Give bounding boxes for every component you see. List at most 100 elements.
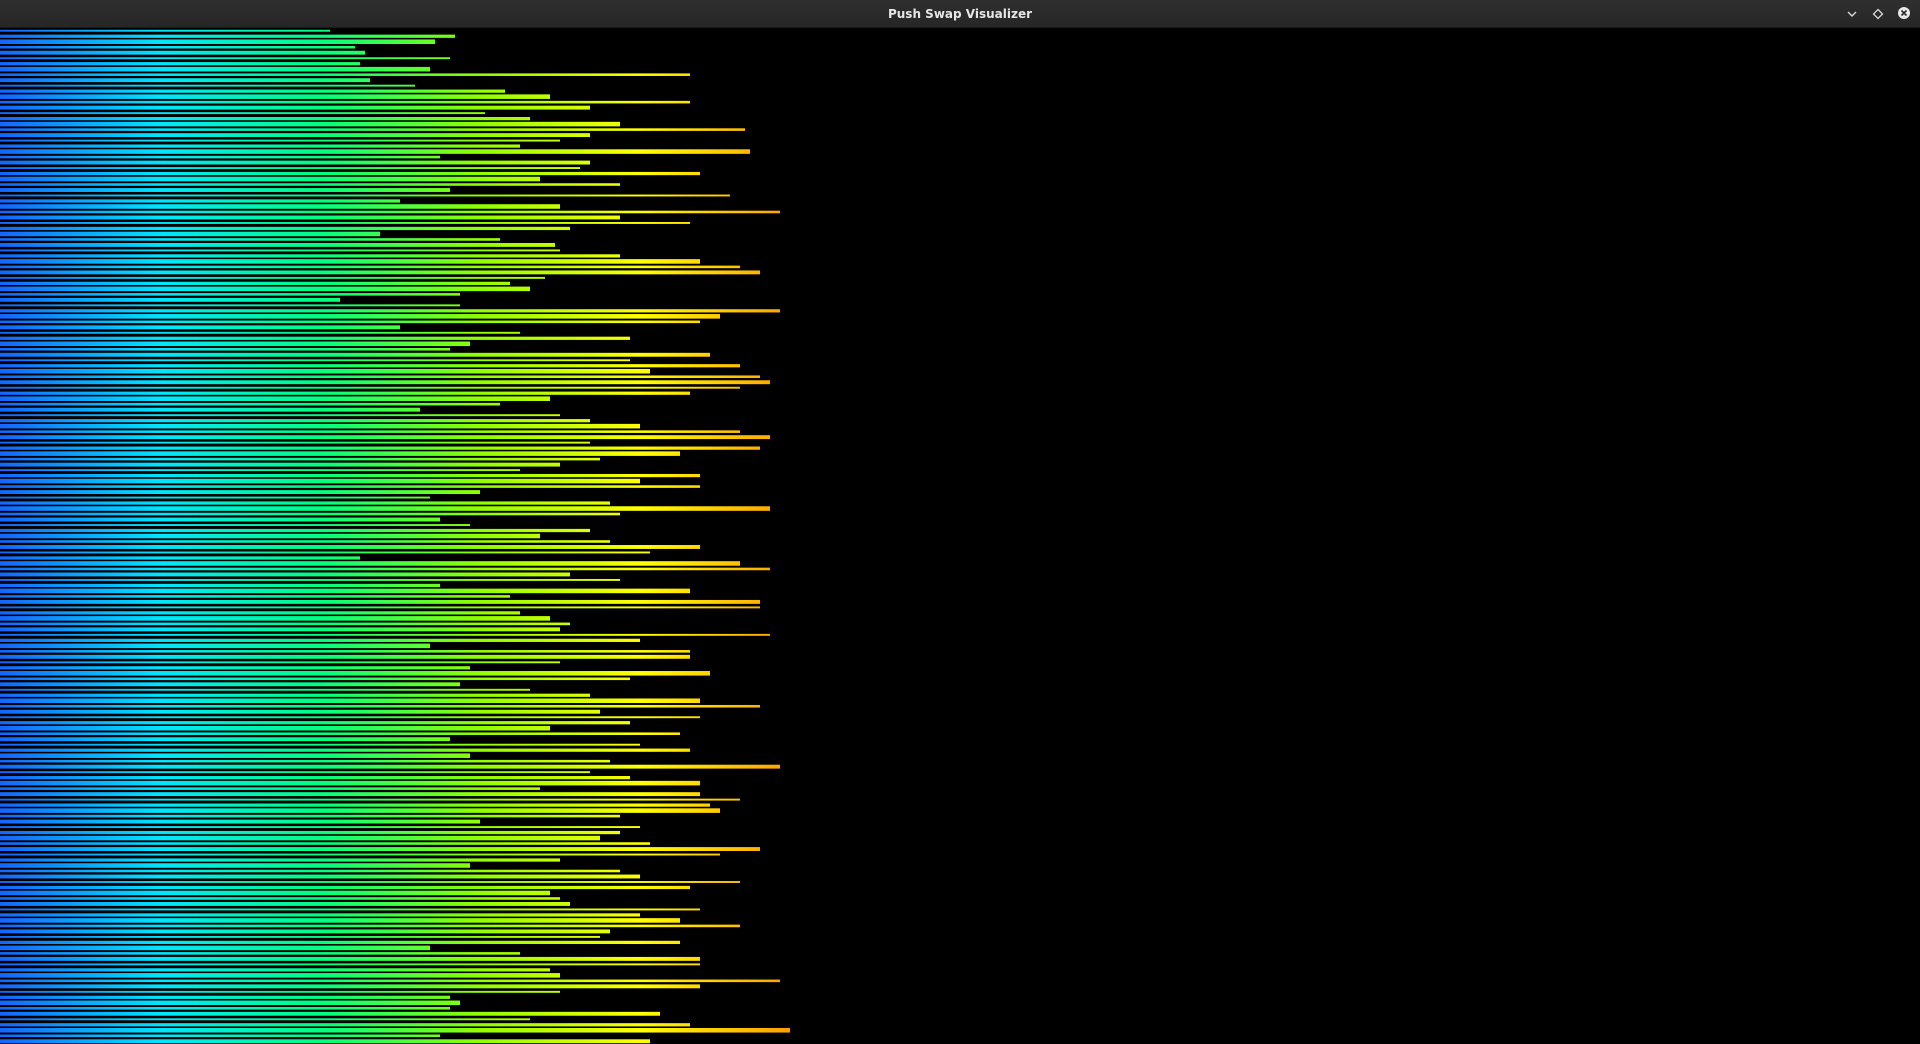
stack-bar: [0, 561, 740, 566]
stack-bar: [0, 929, 610, 934]
stack-bar: [0, 419, 590, 423]
stack-bar: [0, 364, 740, 368]
stack-bar: [0, 808, 720, 813]
stack-bar: [0, 128, 745, 131]
stack-bar: [0, 160, 590, 165]
stack-bar: [0, 347, 450, 351]
stack-bar: [0, 1007, 450, 1010]
minimize-button[interactable]: [1842, 4, 1862, 24]
stack-bar: [0, 265, 740, 269]
stack-bar: [0, 39, 435, 45]
stack-bar: [0, 155, 440, 159]
stack-bar: [0, 435, 770, 440]
stack-bar: [0, 121, 620, 127]
stack-bar: [0, 320, 700, 324]
stack-bar: [0, 819, 480, 824]
stack-bar: [0, 826, 640, 829]
stack-bar: [0, 567, 770, 571]
stack-bar: [0, 84, 415, 87]
stack-bar: [0, 286, 530, 292]
stack-bar: [0, 276, 545, 279]
stack-bar: [0, 171, 700, 176]
stack-bar: [0, 391, 690, 395]
stack-bar: [0, 341, 470, 347]
stack-bar: [0, 528, 590, 533]
stack-bar: [0, 188, 450, 192]
stack-bar: [0, 902, 570, 906]
stack-bar: [0, 430, 740, 433]
stack-bar: [0, 633, 770, 636]
stack-bar: [0, 863, 470, 868]
stack-bar: [0, 622, 570, 626]
stack-bar: [0, 336, 630, 340]
stack-bar: [0, 423, 640, 429]
stack-bar: [0, 1011, 660, 1016]
stack-bar: [0, 753, 470, 758]
stack-bar: [0, 540, 610, 543]
stack-bar: [0, 616, 550, 621]
stack-bar: [0, 73, 690, 76]
stack-bar: [0, 771, 590, 774]
stack-bar: [0, 732, 680, 735]
stack-bar: [0, 1000, 460, 1006]
stack-bar: [0, 881, 740, 883]
stack-bar: [0, 309, 780, 313]
stack-bar: [0, 890, 550, 896]
stack-bar: [0, 935, 600, 938]
stack-bar: [0, 627, 560, 632]
stack-bar: [0, 693, 590, 697]
stack-bar: [0, 759, 610, 763]
stack-bar: [0, 249, 560, 252]
stack-bar: [0, 952, 520, 955]
stack-bar: [0, 869, 620, 873]
stack-bar: [0, 725, 550, 731]
stack-bar: [0, 963, 700, 966]
stack-bar: [0, 57, 450, 60]
stack-bar: [0, 677, 630, 681]
stack-bar: [0, 787, 540, 790]
stack-bar: [0, 956, 700, 961]
stack-bar: [0, 709, 600, 714]
stack-bar: [0, 29, 330, 32]
stack-bar: [0, 238, 500, 241]
close-circle-icon: [1897, 5, 1911, 24]
stack-bar: [0, 222, 690, 224]
stack-bar: [0, 414, 560, 417]
diamond-icon: [1872, 5, 1884, 24]
stack-bar: [0, 375, 760, 379]
stack-bar: [0, 551, 650, 554]
stack-bar: [0, 918, 680, 923]
stack-bar: [0, 144, 520, 148]
stack-bar: [0, 402, 500, 406]
stack-bar: [0, 194, 730, 197]
title-bar[interactable]: Push Swap Visualizer: [0, 0, 1920, 28]
stack-bar: [0, 259, 700, 264]
stack-bar: [0, 984, 700, 989]
stack-bar: [0, 462, 560, 467]
stack-bar: [0, 578, 620, 581]
stack-bar: [0, 968, 550, 972]
stack-bar: [0, 210, 780, 214]
stack-bar: [0, 654, 690, 659]
window-controls: [1842, 0, 1914, 28]
stack-bar: [0, 34, 455, 38]
stack-bar: [0, 666, 470, 670]
stack-bar: [0, 506, 770, 511]
stack-bar: [0, 297, 340, 302]
stack-bar: [0, 661, 560, 664]
stack-bars: [0, 29, 790, 1044]
stack-bar: [0, 737, 450, 742]
close-button[interactable]: [1894, 4, 1914, 24]
chevron-down-icon: [1846, 5, 1858, 24]
stack-bar: [0, 798, 740, 801]
stack-bar: [0, 183, 620, 186]
stack-bar: [0, 485, 700, 488]
stack-bar: [0, 885, 690, 890]
maximize-button[interactable]: [1868, 4, 1888, 24]
stack-bar: [0, 270, 760, 275]
stack-bar: [0, 990, 560, 993]
stack-bar: [0, 721, 630, 725]
stack-bar: [0, 304, 460, 307]
stack-bar: [0, 556, 360, 560]
stack-bar: [0, 231, 380, 237]
